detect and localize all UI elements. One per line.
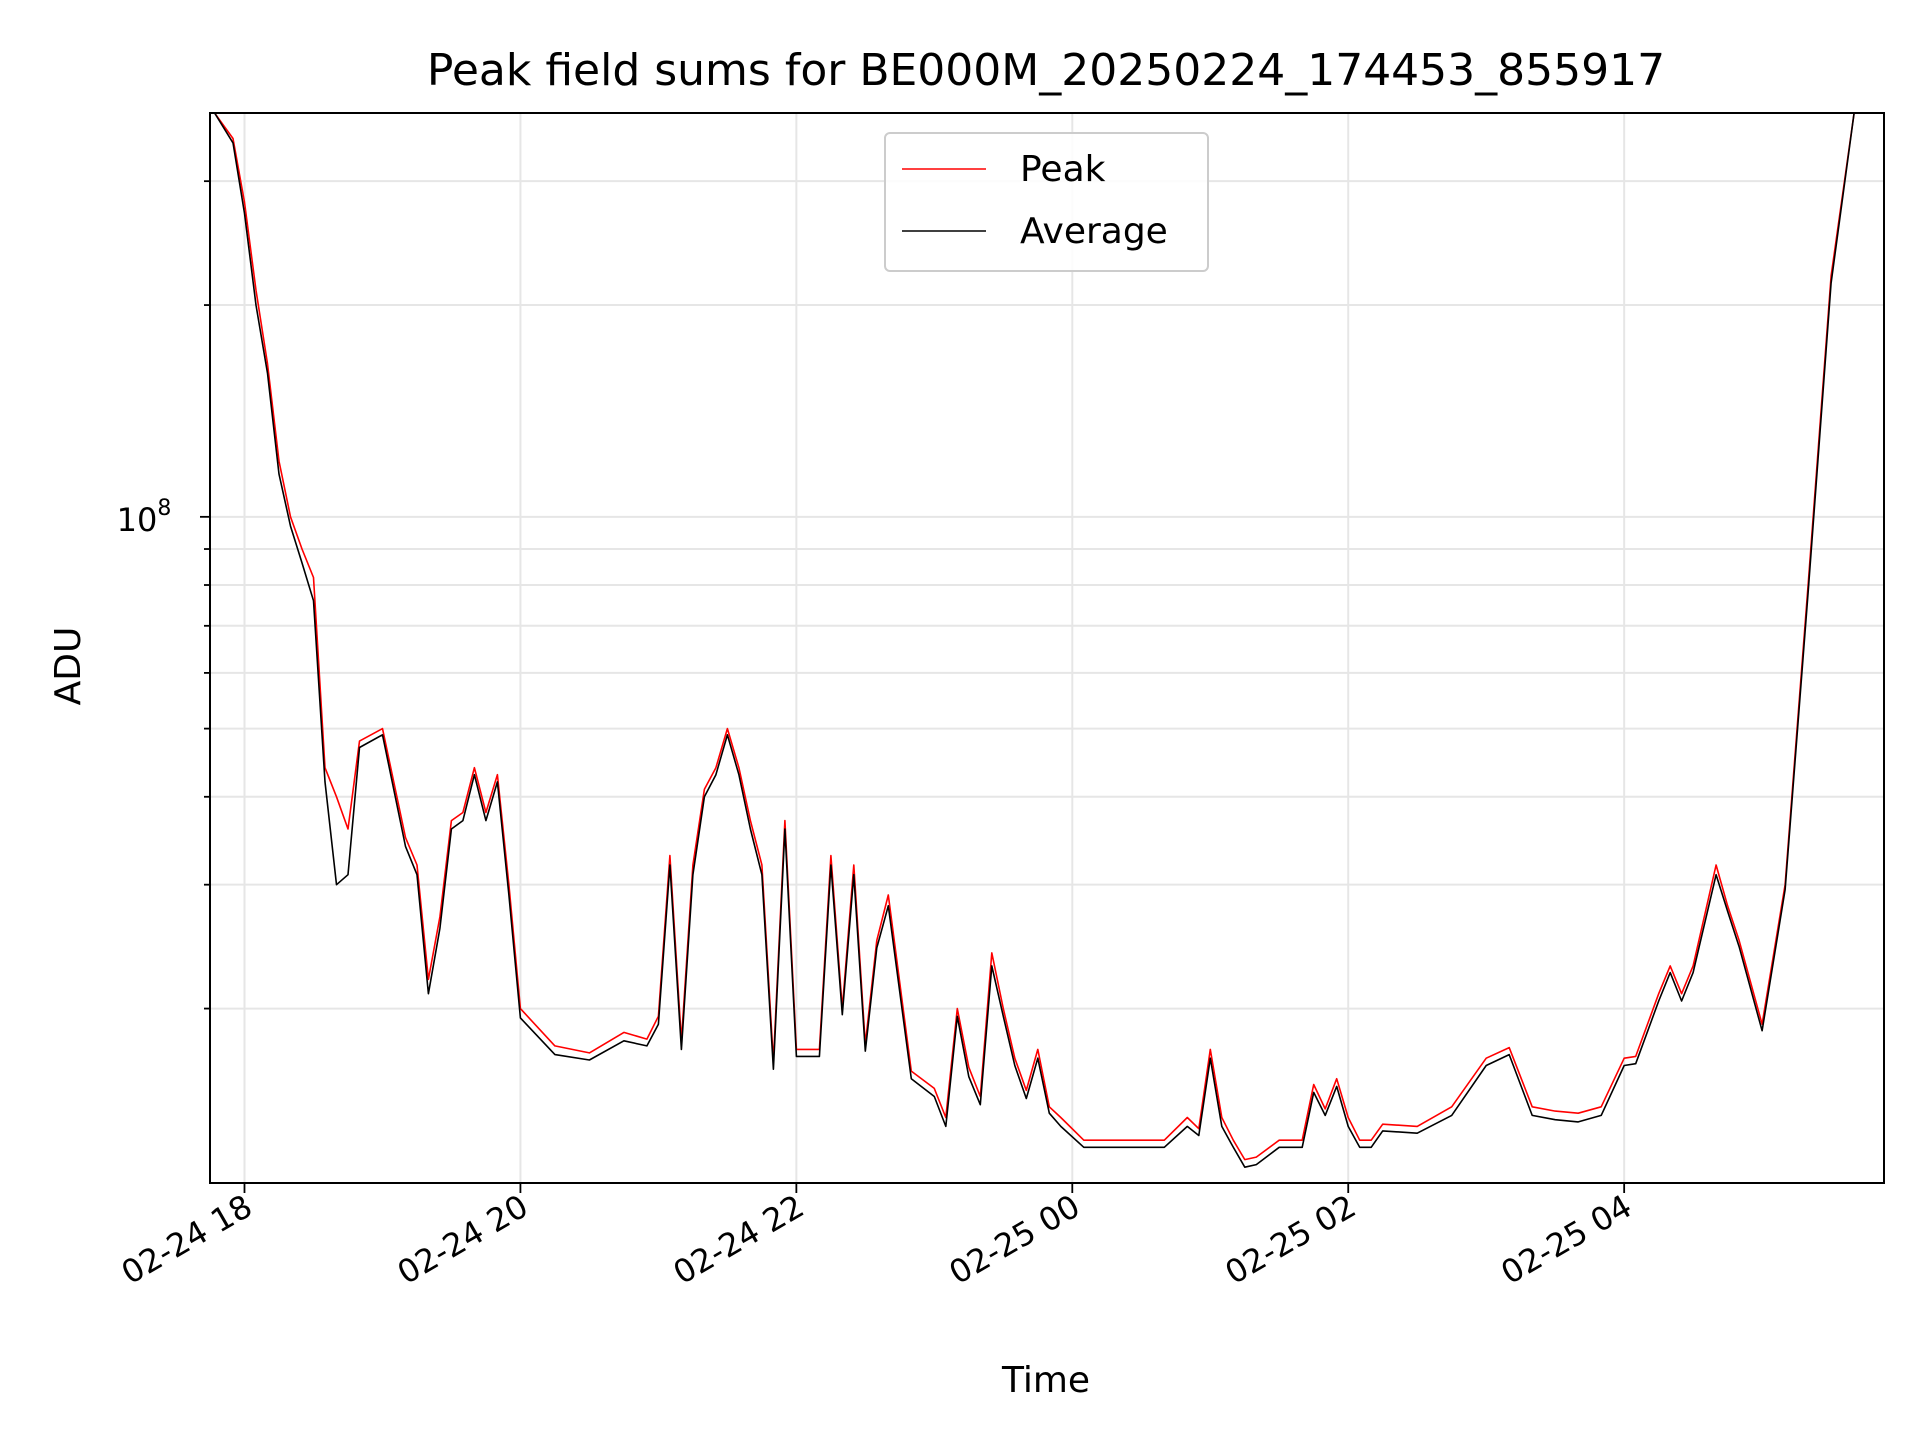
legend-box: [884, 132, 1209, 272]
y-tick-label: 108: [117, 496, 172, 539]
y-tick-base: 10: [117, 501, 158, 539]
y-axis: 108: [117, 180, 210, 1010]
y-tick-exponent: 8: [157, 496, 171, 521]
plot-frame: [209, 112, 1885, 1184]
legend: Peak Average: [884, 132, 1209, 272]
legend-label-peak: Peak: [1020, 149, 1106, 190]
y-axis-label: ADU: [48, 627, 89, 706]
legend-label-average: Average: [1020, 211, 1168, 252]
series-line-average: [213, 112, 1884, 1168]
series-layer: [213, 112, 1884, 1168]
series-line-peak: [213, 112, 1884, 1161]
x-axis-label: Time: [1001, 1360, 1090, 1401]
chart-title: Peak field sums for BE000M_20250224_1744…: [427, 45, 1665, 96]
